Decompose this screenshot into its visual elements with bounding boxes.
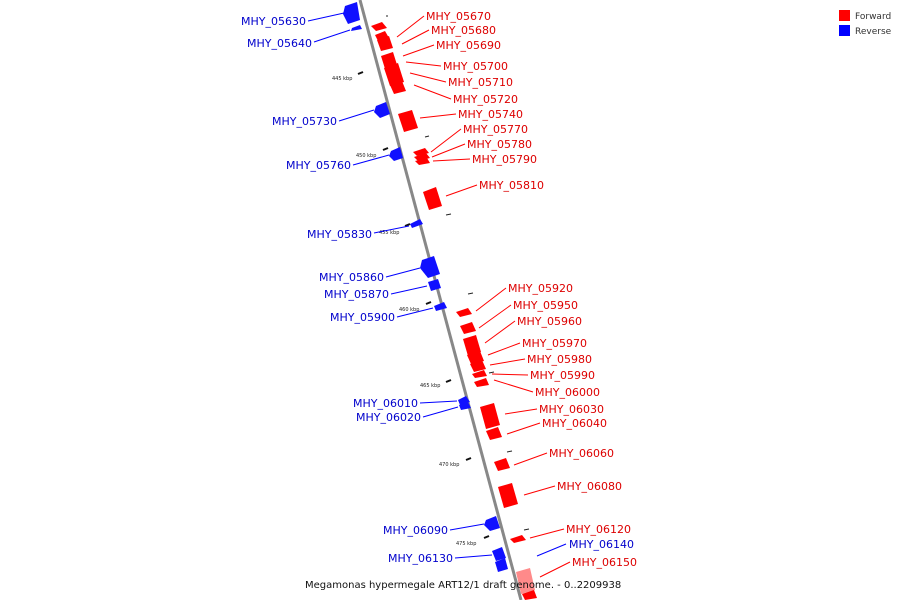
gene-block[interactable] [371, 22, 387, 31]
gene-block[interactable] [343, 2, 360, 24]
tick-label: 460 kbp [399, 307, 419, 313]
gene-block[interactable] [415, 158, 430, 165]
gene-block[interactable] [390, 81, 406, 94]
scale-ticks: 445 kbp 450 kbp 455 kbp 460 kbp 465 kbp … [332, 15, 530, 547]
gene-label[interactable]: MHY_05810 [479, 179, 544, 192]
gene-block[interactable] [494, 458, 510, 471]
gene-label[interactable]: MHY_05790 [472, 153, 537, 166]
tick-label: 455 kbp [379, 230, 399, 236]
gene-block[interactable] [480, 403, 500, 429]
gene-label[interactable]: MHY_06000 [535, 386, 600, 399]
gene-label[interactable]: MHY_05870 [324, 288, 389, 301]
gene-block[interactable] [410, 219, 423, 228]
gene-label[interactable]: MHY_05760 [286, 159, 351, 172]
gene-block[interactable] [486, 427, 502, 440]
gene-block[interactable] [374, 102, 390, 118]
gene-block[interactable] [389, 147, 403, 161]
gene-block[interactable] [434, 302, 447, 311]
gene-block[interactable] [522, 590, 537, 600]
gene-block[interactable] [516, 568, 535, 594]
gene-block[interactable] [460, 322, 476, 334]
gene-label[interactable]: MHY_05780 [467, 138, 532, 151]
gene-block[interactable] [510, 535, 526, 543]
legend-reverse-swatch [839, 25, 850, 36]
gene-block[interactable] [492, 547, 506, 561]
tick-label: 450 kbp [356, 153, 376, 159]
gene-block[interactable] [495, 558, 508, 572]
gene-block[interactable] [456, 308, 472, 317]
gene-label[interactable]: MHY_05830 [307, 228, 372, 241]
gene-block[interactable] [498, 483, 518, 508]
genome-caption: Megamonas hypermegale ART12/1 draft geno… [305, 580, 621, 591]
gene-label[interactable]: MHY_06010 [353, 397, 418, 410]
gene-label[interactable]: MHY_06020 [356, 411, 421, 424]
gene-label[interactable]: MHY_05900 [330, 311, 395, 324]
gene-block[interactable] [377, 36, 393, 51]
reverse-gene-labels: MHY_05630 MHY_05640 MHY_05730 MHY_05760 … [241, 15, 453, 565]
gene-label[interactable]: MHY_05670 [426, 10, 491, 23]
gene-block[interactable] [428, 279, 441, 291]
gene-label[interactable]: MHY_05720 [453, 93, 518, 106]
gene-block[interactable] [472, 370, 487, 378]
gene-label[interactable]: MHY_05920 [508, 282, 573, 295]
gene-label[interactable]: MHY_06150 [572, 556, 637, 569]
gene-label[interactable]: MHY_05990 [530, 369, 595, 382]
label-leaders [307, 12, 571, 578]
gene-label[interactable]: MHY_06140 [569, 538, 634, 551]
tick-label: 445 kbp [332, 76, 352, 82]
tick-label: 465 kbp [420, 383, 440, 389]
gene-label[interactable]: MHY_05980 [527, 353, 592, 366]
gene-label[interactable]: MHY_06080 [557, 480, 622, 493]
gene-label[interactable]: MHY_05710 [448, 76, 513, 89]
gene-label[interactable]: MHY_05690 [436, 39, 501, 52]
gene-label[interactable]: MHY_06030 [539, 403, 604, 416]
gene-label[interactable]: MHY_06130 [388, 552, 453, 565]
gene-block[interactable] [384, 63, 404, 86]
gene-block[interactable] [484, 516, 500, 531]
forward-gene-labels: MHY_05670 MHY_05680 MHY_05690 MHY_05700 … [426, 10, 637, 569]
gene-label[interactable]: MHY_05770 [463, 123, 528, 136]
gene-block[interactable] [470, 360, 486, 372]
gene-label[interactable]: MHY_06120 [566, 523, 631, 536]
gene-block[interactable] [420, 256, 440, 278]
gene-block[interactable] [351, 25, 362, 31]
gene-label[interactable]: MHY_05700 [443, 60, 508, 73]
legend: Forward Reverse [839, 10, 892, 37]
gene-label[interactable]: MHY_06060 [549, 447, 614, 460]
gene-label[interactable]: MHY_05950 [513, 299, 578, 312]
gene-block[interactable] [423, 187, 442, 210]
tick-label: 470 kbp [439, 462, 459, 468]
genome-backbone [358, 0, 523, 600]
gene-label[interactable]: MHY_05630 [241, 15, 306, 28]
legend-reverse-label: Reverse [855, 27, 892, 37]
gene-block[interactable] [474, 378, 489, 387]
gene-label[interactable]: MHY_05860 [319, 271, 384, 284]
gene-label[interactable]: MHY_05640 [247, 37, 312, 50]
legend-forward-swatch [839, 10, 850, 21]
gene-label[interactable]: MHY_05740 [458, 108, 523, 121]
gene-features [343, 2, 537, 600]
gene-label[interactable]: MHY_05680 [431, 24, 496, 37]
gene-label[interactable]: MHY_05960 [517, 315, 582, 328]
gene-block[interactable] [463, 335, 481, 356]
legend-forward-label: Forward [855, 12, 891, 22]
tick-label: 475 kbp [456, 541, 476, 547]
gene-label[interactable]: MHY_06090 [383, 524, 448, 537]
gene-label[interactable]: MHY_05970 [522, 337, 587, 350]
gene-label[interactable]: MHY_05730 [272, 115, 337, 128]
gene-block[interactable] [398, 110, 418, 132]
gene-label[interactable]: MHY_06040 [542, 417, 607, 430]
gene-block[interactable] [459, 402, 471, 410]
